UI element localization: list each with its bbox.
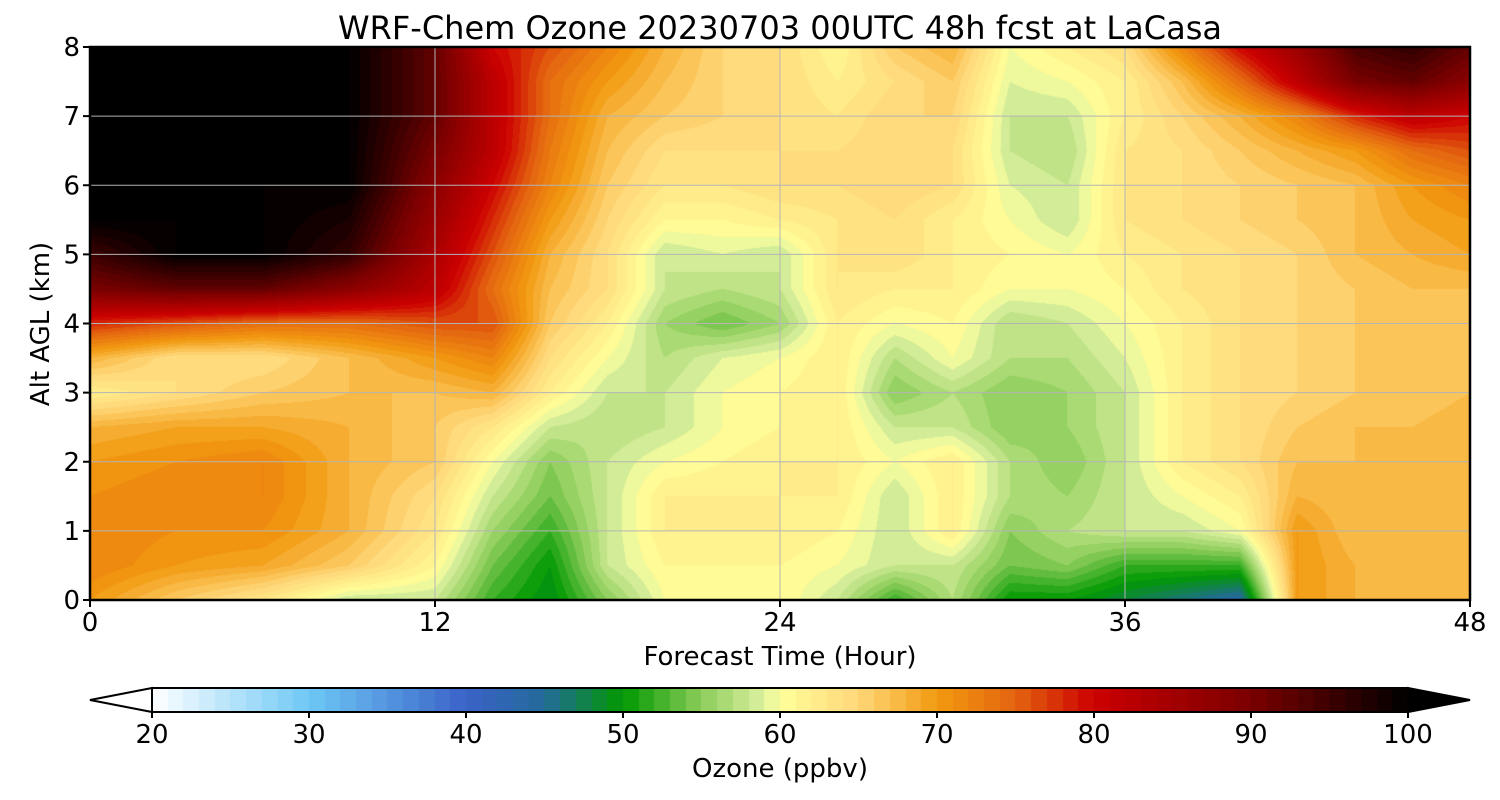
colorbar-high-extend (1407, 686, 1471, 714)
y-axis-label: Alt AGL (km) (26, 242, 56, 406)
x-tick-label: 0 (82, 608, 99, 638)
x-axis-ticks: 0 12 24 36 48 (82, 600, 1487, 638)
x-tick-label: 12 (418, 608, 451, 638)
colorbar-tick-label: 60 (763, 720, 796, 750)
colorbar-tick-label: 40 (449, 720, 482, 750)
y-tick-label: 2 (63, 448, 80, 478)
colorbar-ticks: 20 30 40 50 60 70 80 90 100 (135, 712, 1433, 750)
colorbar-low-extend (89, 686, 153, 714)
colorbar-tick-label: 70 (920, 720, 953, 750)
y-tick-label: 8 (63, 33, 80, 63)
colorbar-tick-label: 30 (292, 720, 325, 750)
y-tick-label: 3 (63, 379, 80, 409)
colorbar-tick-label: 50 (606, 720, 639, 750)
colorbar: 20 30 40 50 60 70 80 90 100 Ozone (ppbv) (89, 686, 1471, 784)
y-tick-label: 0 (63, 586, 80, 616)
grid-lines (90, 47, 1470, 600)
x-tick-label: 24 (763, 608, 796, 638)
x-axis-label: Forecast Time (Hour) (643, 642, 916, 672)
x-tick-label: 36 (1108, 608, 1141, 638)
y-tick-label: 4 (63, 310, 80, 340)
x-tick-label: 48 (1453, 608, 1486, 638)
y-tick-label: 5 (63, 240, 80, 270)
colorbar-tick-label: 90 (1234, 720, 1267, 750)
colorbar-tick-label: 80 (1077, 720, 1110, 750)
colorbar-tick-label: 100 (1383, 720, 1433, 750)
colorbar-tick-label: 20 (135, 720, 168, 750)
y-tick-label: 1 (63, 517, 80, 547)
y-tick-label: 6 (63, 171, 80, 201)
chart-title: WRF-Chem Ozone 20230703 00UTC 48h fcst a… (338, 9, 1222, 47)
colorbar-gradient (152, 688, 1408, 712)
y-axis-ticks: 0 1 2 3 4 5 6 7 8 (63, 33, 90, 616)
colorbar-label: Ozone (ppbv) (692, 754, 868, 784)
y-tick-label: 7 (63, 102, 80, 132)
